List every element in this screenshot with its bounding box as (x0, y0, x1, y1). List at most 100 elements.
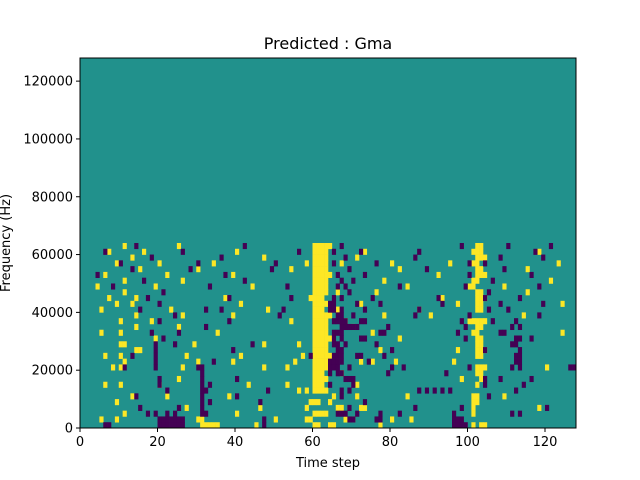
heatmap-cell-high (211, 422, 216, 429)
heatmap-cell-high (324, 266, 329, 273)
heatmap-cell-high (320, 260, 325, 267)
heatmap-cell-high (238, 352, 244, 359)
heatmap-cell-low (455, 329, 461, 336)
heatmap-cell-high (359, 404, 364, 411)
heatmap-cell-low (374, 260, 379, 267)
heatmap-cell-high (324, 387, 329, 394)
heatmap-cell-low (153, 341, 158, 348)
heatmap-cell-high (320, 335, 325, 342)
heatmap-cell-high (324, 271, 329, 278)
heatmap-cell-high (324, 347, 329, 354)
heatmap-cell-low (308, 352, 313, 359)
heatmap-cell-low (157, 318, 162, 325)
heatmap-cell-high (312, 260, 317, 267)
heatmap-cell-low (351, 312, 356, 319)
heatmap-cell-high (103, 352, 108, 359)
heatmap-cell-high (479, 306, 484, 313)
x-tick-label: 0 (76, 435, 84, 450)
heatmap-cell-low (343, 341, 348, 348)
heatmap-cell-high (300, 352, 306, 359)
heatmap-cell-high (312, 399, 317, 406)
heatmap-cell-high (312, 364, 317, 371)
heatmap-cell-high (254, 422, 259, 429)
heatmap-cell-high (475, 352, 480, 359)
heatmap-cell-low (514, 352, 519, 359)
heatmap-cell-low (207, 399, 213, 406)
heatmap-cell-high (316, 295, 321, 302)
heatmap-cell-high (479, 266, 484, 273)
heatmap-cell-low (161, 422, 166, 429)
heatmap-cell-high (320, 318, 325, 325)
heatmap-cell-low (483, 260, 488, 267)
heatmap-cell-high (525, 266, 530, 273)
heatmap-cell-low (514, 358, 519, 365)
heatmap-cell-low (517, 323, 523, 331)
heatmap-cell-high (176, 375, 182, 383)
heatmap-cell-high (479, 318, 484, 325)
heatmap-cell-high (471, 277, 476, 284)
heatmap-cell-high (324, 358, 329, 365)
heatmap-cell-low (328, 300, 333, 307)
heatmap-cell-high (316, 387, 321, 394)
heatmap-cell-high (362, 248, 368, 255)
heatmap-cell-low (436, 295, 441, 302)
heatmap-cell-high (196, 416, 201, 423)
heatmap-cell-low (196, 364, 201, 371)
heatmap-cell-low (331, 341, 337, 348)
heatmap-cell-low (258, 399, 263, 406)
heatmap-cell-low (227, 295, 232, 302)
heatmap-cell-high (138, 347, 143, 354)
heatmap-cell-high (304, 416, 309, 423)
plot-frame (79, 57, 577, 429)
heatmap-cell-low (452, 416, 457, 423)
heatmap-cell-high (475, 260, 480, 267)
heatmap-cell-low (335, 410, 340, 417)
heatmap-cell-high (324, 277, 329, 284)
heatmap-cell-high (312, 422, 317, 429)
heatmap-cell-high (118, 329, 123, 336)
heatmap-cell-low (149, 329, 154, 336)
heatmap-cell-low (351, 277, 356, 284)
heatmap-cell-low (331, 260, 337, 267)
heatmap-cell-high (483, 364, 488, 371)
heatmap-cell-low (200, 410, 205, 417)
heatmap-cell-high (308, 295, 313, 302)
heatmap-cell-low (200, 375, 205, 383)
heatmap-cell-low (506, 306, 511, 313)
heatmap-cell-low (200, 364, 205, 371)
heatmap-cell-low (483, 381, 488, 388)
heatmap-cell-low (331, 329, 337, 336)
heatmap-cell-low (339, 329, 344, 336)
heatmap-cell-high (122, 289, 127, 296)
heatmap-cell-low (347, 364, 352, 371)
heatmap-cell-high (273, 416, 278, 423)
heatmap-cell-high (320, 283, 325, 290)
heatmap-cell-low (529, 271, 534, 278)
heatmap-cell-low (157, 375, 162, 383)
heatmap-cell-low (343, 283, 348, 290)
heatmap-cell-high (316, 323, 321, 331)
heatmap-cell-low (510, 323, 515, 331)
heatmap-cell-low (331, 335, 337, 342)
heatmap-cell-high (316, 422, 321, 429)
heatmap-cell-low (207, 283, 213, 290)
heatmap-cell-low (107, 422, 112, 429)
heatmap-cell-high (328, 399, 333, 406)
heatmap-cell-high (312, 318, 317, 325)
heatmap-cell-low (463, 323, 468, 331)
heatmap-cell-high (289, 318, 294, 325)
heatmap-cell-low (486, 393, 492, 400)
heatmap-cell-high (316, 352, 321, 359)
heatmap-cell-low (362, 399, 368, 406)
heatmap-cell-high (475, 329, 480, 336)
heatmap-cell-low (467, 260, 472, 267)
heatmap-cell-low (331, 306, 337, 313)
heatmap-cell-high (134, 295, 139, 302)
heatmap-cell-low (266, 387, 271, 394)
heatmap-cell-high (304, 404, 309, 411)
heatmap-cell-high (479, 248, 484, 255)
heatmap-cell-low (207, 381, 213, 388)
heatmap-cell-high (479, 289, 484, 296)
heatmap-cell-high (316, 341, 321, 348)
heatmap-cell-high (262, 254, 267, 261)
